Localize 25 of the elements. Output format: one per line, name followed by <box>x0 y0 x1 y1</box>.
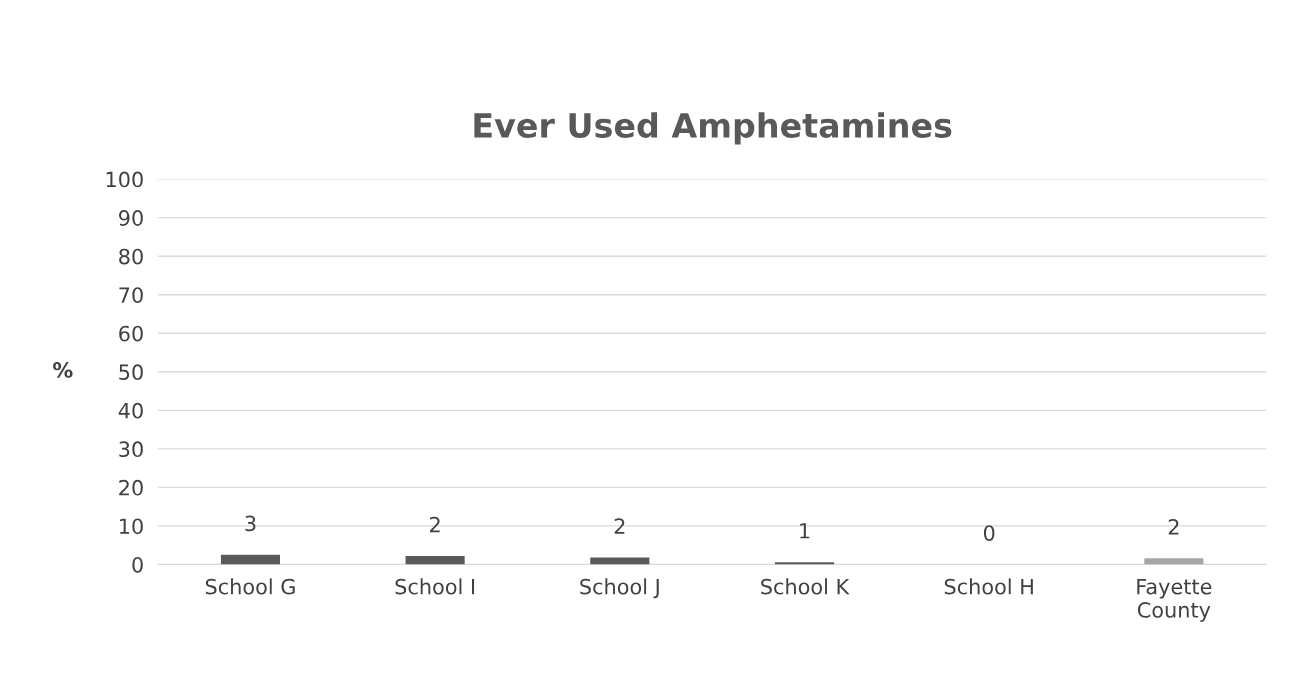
y-tick-label: 0 <box>132 556 143 573</box>
x-tick-label: School J <box>580 578 659 599</box>
data-label: 1 <box>800 523 810 539</box>
chart-title: Ever Used Amphetamines <box>474 112 952 145</box>
y-tick-label: 20 <box>119 479 143 496</box>
y-tick-label: 10 <box>120 518 143 535</box>
x-tick-label: School I <box>395 578 475 595</box>
y-tick-label: 60 <box>119 325 143 342</box>
y-tick-label: 90 <box>119 210 143 226</box>
x-tick-label: Fayette County <box>1137 578 1212 622</box>
x-tick-label: School G <box>205 578 295 595</box>
x-tick-label: School H <box>944 578 1033 595</box>
data-label: 2 <box>430 516 440 533</box>
y-tick-label: 30 <box>119 441 143 458</box>
y-tick-label: 40 <box>118 402 143 419</box>
y-tick-label: 100 <box>106 171 143 188</box>
y-tick-label: 80 <box>119 248 143 265</box>
data-label: 2 <box>614 518 625 534</box>
data-label: 2 <box>1168 519 1179 535</box>
data-label: 0 <box>983 525 995 541</box>
y-tick-label: 50 <box>119 364 143 381</box>
data-label: 3 <box>245 515 256 532</box>
y-tick-label: 70 <box>119 287 143 303</box>
y-axis-title: % <box>53 362 73 378</box>
x-tick-label: School K <box>761 578 850 595</box>
